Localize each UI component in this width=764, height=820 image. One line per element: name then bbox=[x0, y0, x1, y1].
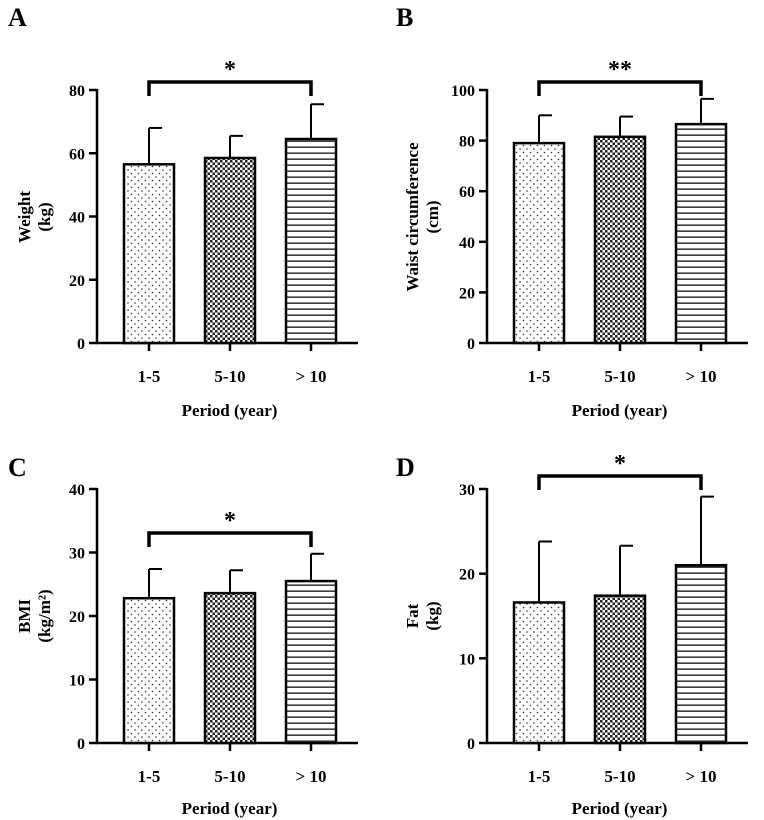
y-tick-label: 0 bbox=[77, 336, 85, 353]
y-tick-label: 100 bbox=[451, 83, 475, 100]
significance-marker: * bbox=[614, 451, 626, 477]
panel-a: A 0 20 40 60 80 1-5 5-10 > 10 Period (year) Weight… bbox=[8, 3, 358, 420]
y-tick-label: 60 bbox=[69, 146, 85, 163]
x-category-label: > 10 bbox=[686, 767, 717, 786]
x-axis-label: Period (year) bbox=[182, 401, 278, 420]
bar--10 bbox=[674, 122, 728, 345]
y-tick-label: 40 bbox=[69, 482, 85, 499]
y-axis-unit: (kg) bbox=[423, 601, 442, 630]
y-tick-label: 20 bbox=[69, 273, 85, 290]
y-axis-label: BMI (kg/m²) bbox=[15, 589, 54, 642]
y-tick-label: 20 bbox=[459, 285, 475, 302]
y-axis-unit: (cm) bbox=[423, 200, 442, 233]
x-category-label: 1-5 bbox=[528, 767, 551, 786]
x-axis-label: Period (year) bbox=[572, 799, 668, 818]
bar--10 bbox=[284, 137, 338, 345]
significance-bracket bbox=[147, 80, 313, 96]
panel-d: D 0 10 20 30 1-5 5-10 > 10 Period (year) Fat (kg) * bbox=[396, 451, 748, 818]
y-tick-label: 10 bbox=[459, 651, 475, 668]
bar-1-5 bbox=[512, 141, 566, 345]
panel-b: B 0 20 40 60 80 100 1-5 5-10 > 10 Period (year) Wai… bbox=[396, 3, 748, 420]
y-tick-label: 40 bbox=[69, 210, 85, 227]
significance-marker: * bbox=[224, 57, 236, 83]
x-axis-label: Period (year) bbox=[182, 799, 278, 818]
x-axis-label: Period (year) bbox=[572, 401, 668, 420]
significance-marker: ** bbox=[608, 57, 632, 83]
significance-bracket bbox=[537, 474, 703, 490]
x-category-label: > 10 bbox=[296, 367, 327, 386]
y-axis-label: Waist circumference (cm) bbox=[403, 142, 442, 291]
panel-c: C 0 10 20 30 40 1-5 5-10 > 10 Period (year) BMI (kg… bbox=[8, 453, 358, 818]
x-category-label: 5-10 bbox=[604, 367, 635, 386]
bar-1-5 bbox=[122, 596, 176, 745]
y-tick-label: 30 bbox=[459, 482, 475, 499]
y-tick-label: 80 bbox=[69, 83, 85, 100]
x-category-label: 5-10 bbox=[214, 367, 245, 386]
panel-letter: B bbox=[396, 3, 413, 32]
x-category-label: 5-10 bbox=[604, 767, 635, 786]
x-category-label: 5-10 bbox=[214, 767, 245, 786]
y-axis-title: Weight bbox=[15, 191, 34, 243]
significance-bracket bbox=[537, 80, 703, 96]
bar-5-10 bbox=[593, 135, 647, 345]
y-tick-label: 20 bbox=[459, 567, 475, 584]
bar-5-10 bbox=[593, 594, 647, 745]
y-tick-label: 30 bbox=[69, 546, 85, 563]
y-axis-label: Weight (kg) bbox=[15, 191, 54, 243]
y-tick-label: 0 bbox=[467, 336, 475, 353]
y-tick-label: 10 bbox=[69, 673, 85, 690]
y-axis-unit: (kg) bbox=[35, 202, 54, 231]
x-category-label: 1-5 bbox=[138, 367, 161, 386]
bar-5-10 bbox=[203, 591, 257, 745]
panel-letter: D bbox=[396, 453, 415, 482]
x-category-label: > 10 bbox=[296, 767, 327, 786]
significance-bracket bbox=[147, 531, 313, 547]
x-category-label: 1-5 bbox=[138, 767, 161, 786]
y-axis-title: Fat bbox=[403, 603, 422, 628]
bar--10 bbox=[284, 579, 338, 745]
y-axis-label: Fat (kg) bbox=[403, 601, 442, 630]
y-tick-label: 80 bbox=[459, 134, 475, 151]
y-tick-label: 20 bbox=[69, 609, 85, 626]
y-tick-label: 0 bbox=[77, 736, 85, 753]
y-axis-title: BMI bbox=[15, 599, 34, 633]
x-category-label: 1-5 bbox=[528, 367, 551, 386]
bar-1-5 bbox=[122, 163, 176, 345]
bar-5-10 bbox=[203, 156, 257, 345]
y-tick-label: 60 bbox=[459, 184, 475, 201]
panel-letter: A bbox=[8, 3, 27, 32]
significance-marker: * bbox=[224, 508, 236, 534]
y-axis-title: Waist circumference bbox=[403, 142, 422, 291]
y-tick-label: 0 bbox=[467, 736, 475, 753]
bar-1-5 bbox=[512, 601, 566, 745]
bar--10 bbox=[674, 563, 728, 745]
y-axis-unit: (kg/m²) bbox=[35, 589, 54, 642]
panel-letter: C bbox=[8, 453, 27, 482]
y-tick-label: 40 bbox=[459, 235, 475, 252]
x-category-label: > 10 bbox=[686, 367, 717, 386]
